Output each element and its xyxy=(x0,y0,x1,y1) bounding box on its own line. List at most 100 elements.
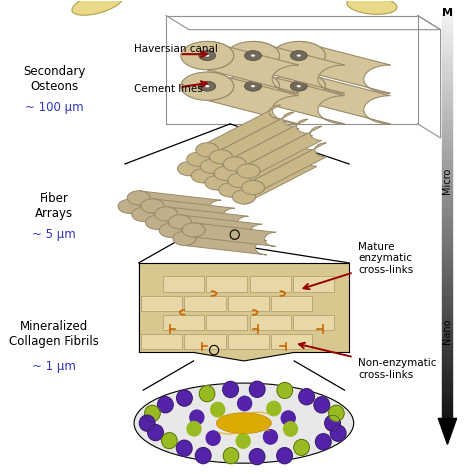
Polygon shape xyxy=(166,207,248,230)
Ellipse shape xyxy=(290,51,307,61)
Ellipse shape xyxy=(272,72,325,100)
Bar xyxy=(442,303,453,310)
Ellipse shape xyxy=(134,383,354,463)
Bar xyxy=(442,344,453,350)
Bar xyxy=(442,38,453,45)
Ellipse shape xyxy=(127,191,150,205)
Polygon shape xyxy=(138,191,221,214)
Circle shape xyxy=(264,430,277,444)
Circle shape xyxy=(299,389,314,405)
Bar xyxy=(442,283,453,289)
Bar xyxy=(442,119,453,126)
Ellipse shape xyxy=(205,85,210,87)
Ellipse shape xyxy=(219,183,242,197)
Circle shape xyxy=(223,382,238,397)
Ellipse shape xyxy=(159,223,182,237)
Polygon shape xyxy=(221,112,294,164)
Bar xyxy=(442,378,453,384)
Polygon shape xyxy=(207,105,281,157)
Bar xyxy=(442,11,453,18)
Polygon shape xyxy=(129,199,212,223)
Polygon shape xyxy=(157,215,239,239)
Polygon shape xyxy=(193,223,276,246)
Bar xyxy=(442,323,453,330)
Polygon shape xyxy=(203,131,276,183)
Bar xyxy=(442,262,453,269)
Bar xyxy=(442,276,453,283)
Ellipse shape xyxy=(181,41,234,70)
Bar xyxy=(271,334,312,349)
Bar xyxy=(442,364,453,371)
Circle shape xyxy=(223,447,239,464)
Circle shape xyxy=(330,425,346,441)
Text: Micro: Micro xyxy=(442,167,453,193)
Bar xyxy=(442,242,453,248)
Circle shape xyxy=(277,447,292,464)
Bar xyxy=(442,52,453,58)
Bar xyxy=(442,208,453,215)
Text: Cement lines: Cement lines xyxy=(134,83,203,93)
Text: ~ 5 μm: ~ 5 μm xyxy=(32,228,76,241)
Bar xyxy=(442,310,453,317)
Ellipse shape xyxy=(205,55,210,57)
Polygon shape xyxy=(189,124,262,176)
Circle shape xyxy=(249,448,265,465)
Bar xyxy=(442,58,453,65)
Polygon shape xyxy=(253,143,326,195)
Polygon shape xyxy=(143,207,226,231)
Bar xyxy=(442,18,453,24)
Ellipse shape xyxy=(214,166,237,181)
Bar xyxy=(442,140,453,146)
Ellipse shape xyxy=(168,215,191,229)
Polygon shape xyxy=(230,145,303,197)
Bar xyxy=(228,334,269,349)
Bar xyxy=(293,315,334,330)
Bar xyxy=(442,79,453,85)
Ellipse shape xyxy=(182,223,205,237)
Bar xyxy=(293,276,334,292)
Circle shape xyxy=(145,405,160,421)
Ellipse shape xyxy=(297,55,301,57)
Polygon shape xyxy=(212,121,285,173)
Bar xyxy=(442,391,453,398)
Bar xyxy=(442,92,453,99)
Bar xyxy=(442,350,453,357)
Polygon shape xyxy=(207,72,299,124)
Text: Secondary
Osteons: Secondary Osteons xyxy=(23,65,85,93)
Circle shape xyxy=(249,381,265,397)
Ellipse shape xyxy=(237,164,260,178)
Circle shape xyxy=(237,396,252,410)
Circle shape xyxy=(281,411,295,425)
Bar xyxy=(442,255,453,262)
Bar xyxy=(442,181,453,187)
Bar xyxy=(141,334,182,349)
Ellipse shape xyxy=(201,159,223,173)
Circle shape xyxy=(177,390,192,406)
Bar xyxy=(206,276,247,292)
Ellipse shape xyxy=(181,72,234,100)
Ellipse shape xyxy=(173,231,196,246)
Polygon shape xyxy=(226,128,299,181)
Bar xyxy=(442,371,453,378)
Bar xyxy=(442,357,453,364)
Polygon shape xyxy=(244,152,317,204)
Polygon shape xyxy=(248,126,322,178)
Ellipse shape xyxy=(245,81,262,91)
Bar xyxy=(250,315,291,330)
Bar xyxy=(442,228,453,235)
Ellipse shape xyxy=(227,41,280,70)
Circle shape xyxy=(328,405,344,421)
Ellipse shape xyxy=(146,215,168,229)
Bar xyxy=(442,317,453,323)
Bar xyxy=(442,337,453,344)
Bar xyxy=(442,248,453,255)
Circle shape xyxy=(236,434,250,448)
Polygon shape xyxy=(299,72,390,124)
Polygon shape xyxy=(217,138,290,190)
Bar xyxy=(442,194,453,201)
Ellipse shape xyxy=(155,207,178,221)
Bar xyxy=(442,269,453,276)
Bar xyxy=(442,99,453,106)
Ellipse shape xyxy=(232,190,255,204)
Bar xyxy=(442,187,453,194)
